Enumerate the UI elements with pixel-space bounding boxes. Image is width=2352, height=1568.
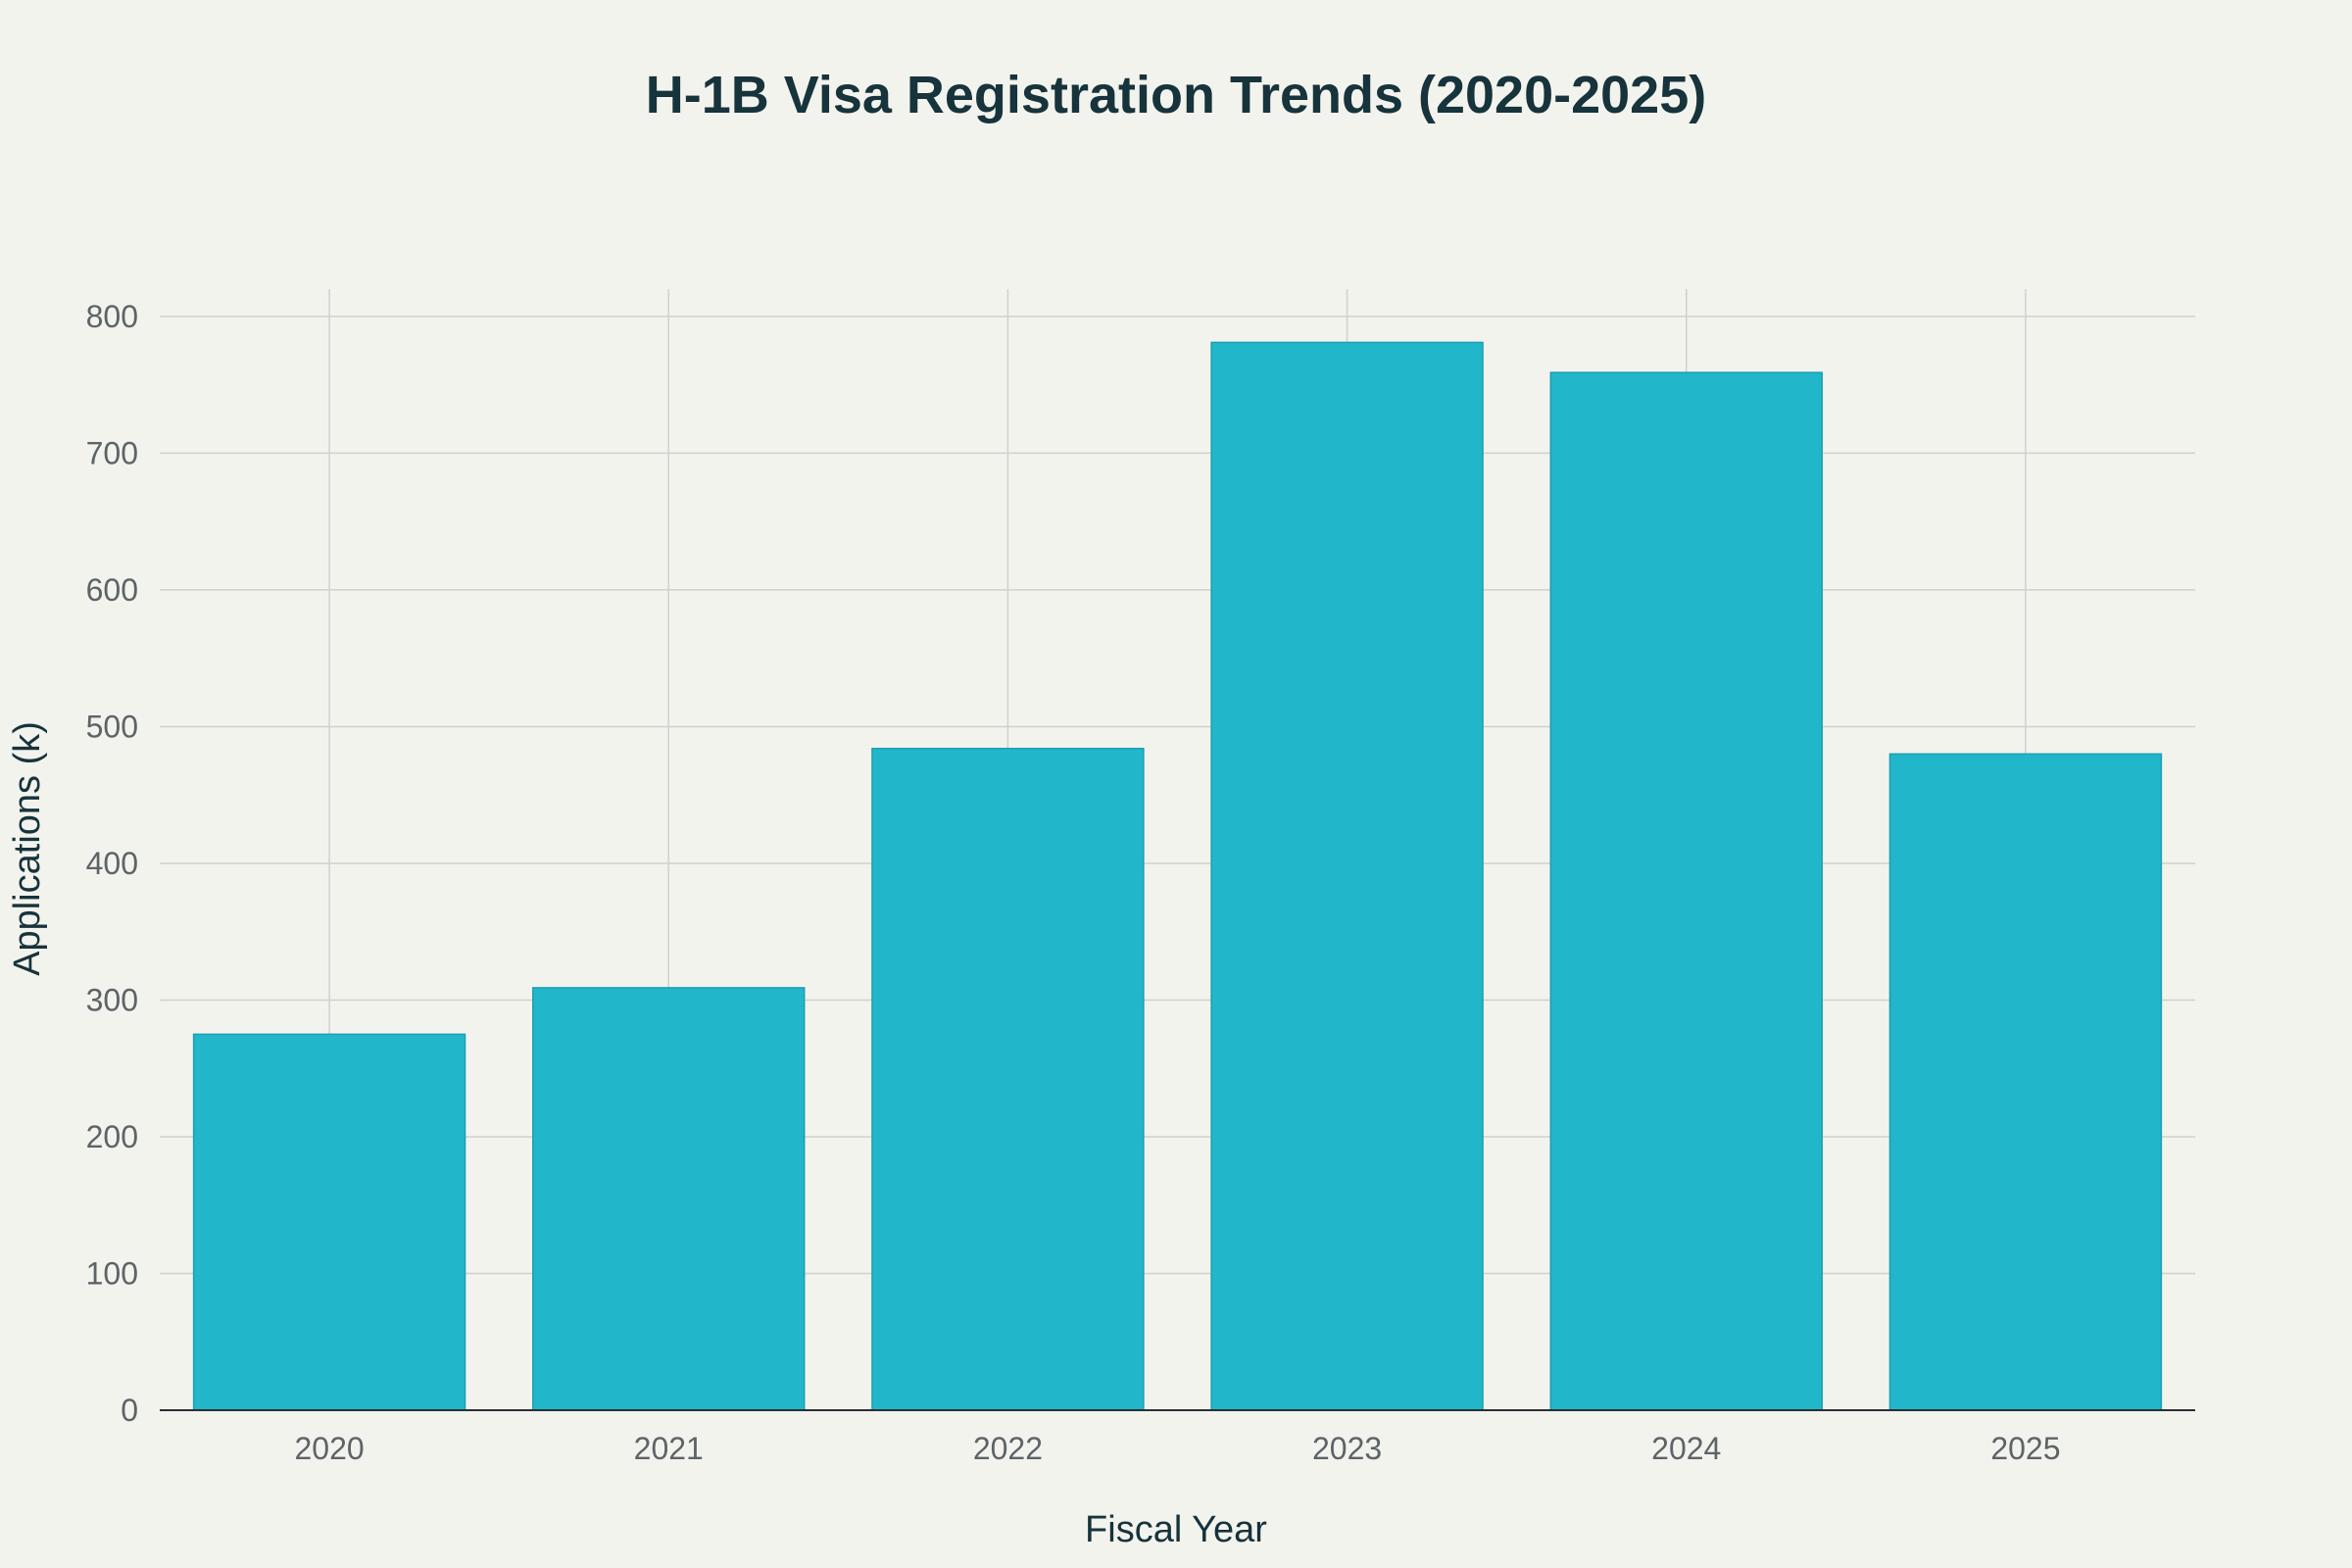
y-axis-title: Applications (k) <box>7 721 48 976</box>
x-tick-label: 2024 <box>1651 1431 1721 1466</box>
x-tick-label: 2023 <box>1312 1431 1382 1466</box>
x-tick-label: 2025 <box>1990 1431 2060 1466</box>
y-tick-label: 500 <box>86 709 138 744</box>
bar-2025 <box>1888 753 2163 1411</box>
y-tick-label: 300 <box>86 982 138 1017</box>
bars-layer <box>192 341 2163 1411</box>
y-tick-label: 200 <box>86 1119 138 1154</box>
bar-2023 <box>1210 341 1484 1411</box>
x-tick-label: 2021 <box>634 1431 704 1466</box>
y-tick-label: 600 <box>86 572 138 608</box>
x-axis-title: Fiscal Year <box>1085 1509 1267 1550</box>
chart-title: H-1B Visa Registration Trends (2020-2025… <box>646 66 1706 124</box>
y-tick-label: 100 <box>86 1255 138 1291</box>
bar-2021 <box>532 987 806 1411</box>
y-tick-label: 400 <box>86 846 138 881</box>
x-tick-label: 2020 <box>294 1431 364 1466</box>
bar-2022 <box>871 748 1145 1411</box>
y-tick-label: 800 <box>86 299 138 334</box>
x-tick-label: 2022 <box>973 1431 1043 1466</box>
y-tick-label: 0 <box>121 1393 138 1428</box>
y-tick-label: 700 <box>86 435 138 470</box>
axis-layer: 0 100 200 300 400 500 600 700 800 2020 2021 2022 202… <box>86 299 2195 1466</box>
bar-2024 <box>1549 371 1823 1411</box>
bar-2020 <box>192 1033 466 1411</box>
